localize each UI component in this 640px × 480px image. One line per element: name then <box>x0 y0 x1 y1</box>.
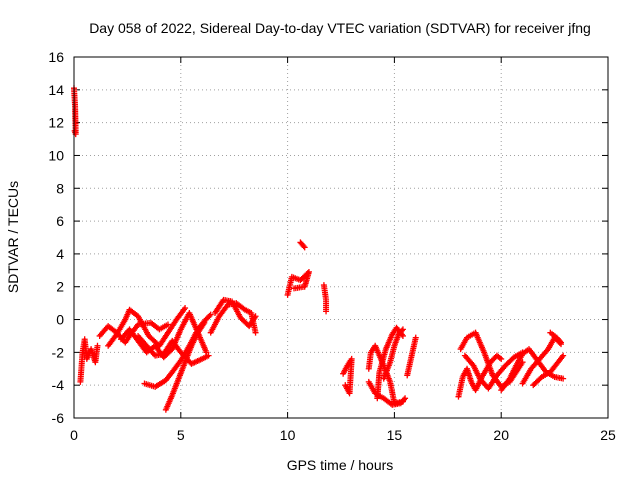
data-point <box>560 375 567 382</box>
data-point <box>205 352 212 359</box>
y-tick-label: 2 <box>56 279 64 295</box>
y-tick-label: -2 <box>52 344 65 360</box>
data-point <box>560 352 567 359</box>
y-tick-label: 16 <box>48 49 64 65</box>
data-point <box>556 338 563 345</box>
x-tick-label: 10 <box>280 427 296 443</box>
data-point <box>71 127 78 134</box>
plot-frame <box>73 56 609 419</box>
data-point <box>399 326 406 333</box>
chart-title: Day 058 of 2022, Sidereal Day-to-day VTE… <box>89 20 591 36</box>
x-tick-labels: 0 5 10 15 20 25 <box>70 427 616 443</box>
data-point <box>401 396 408 403</box>
data-point <box>206 312 213 319</box>
data-point <box>398 327 405 334</box>
x-tick-label: 25 <box>600 427 616 443</box>
data-point <box>558 339 565 346</box>
data-point <box>300 243 307 250</box>
axis-ticks <box>73 56 609 419</box>
data-point <box>498 355 505 362</box>
data-point <box>164 321 171 328</box>
x-tick-label: 0 <box>70 427 78 443</box>
data-point <box>301 244 308 251</box>
data-point <box>291 285 298 292</box>
y-tick-label: 0 <box>56 312 64 328</box>
y-axis-label: SDTVAR / TECUs <box>5 181 21 293</box>
y-tick-label: 4 <box>56 246 64 262</box>
data-point <box>412 334 419 341</box>
y-tick-label: -6 <box>52 410 65 426</box>
y-tick-label: 6 <box>56 213 64 229</box>
data-point <box>402 395 409 402</box>
data-points <box>71 85 567 413</box>
data-point <box>342 382 349 389</box>
x-tick-label: 5 <box>177 427 185 443</box>
data-point <box>207 311 214 318</box>
grid-lines <box>74 57 608 418</box>
data-point <box>323 308 330 315</box>
data-point <box>252 329 259 336</box>
y-tick-label: 12 <box>48 115 64 131</box>
data-point <box>201 319 208 326</box>
x-tick-label: 20 <box>493 427 509 443</box>
y-tick-label: 10 <box>48 147 64 163</box>
y-tick-label: 14 <box>48 82 64 98</box>
data-point <box>94 342 101 349</box>
x-tick-label: 15 <box>387 427 403 443</box>
y-tick-label: 8 <box>56 180 64 196</box>
data-point <box>182 305 189 312</box>
x-axis-label: GPS time / hours <box>287 457 394 473</box>
data-point <box>252 313 259 320</box>
y-tick-label: -4 <box>52 377 65 393</box>
y-tick-labels: -6 -4 -2 0 2 4 6 8 10 12 14 16 <box>48 49 64 426</box>
